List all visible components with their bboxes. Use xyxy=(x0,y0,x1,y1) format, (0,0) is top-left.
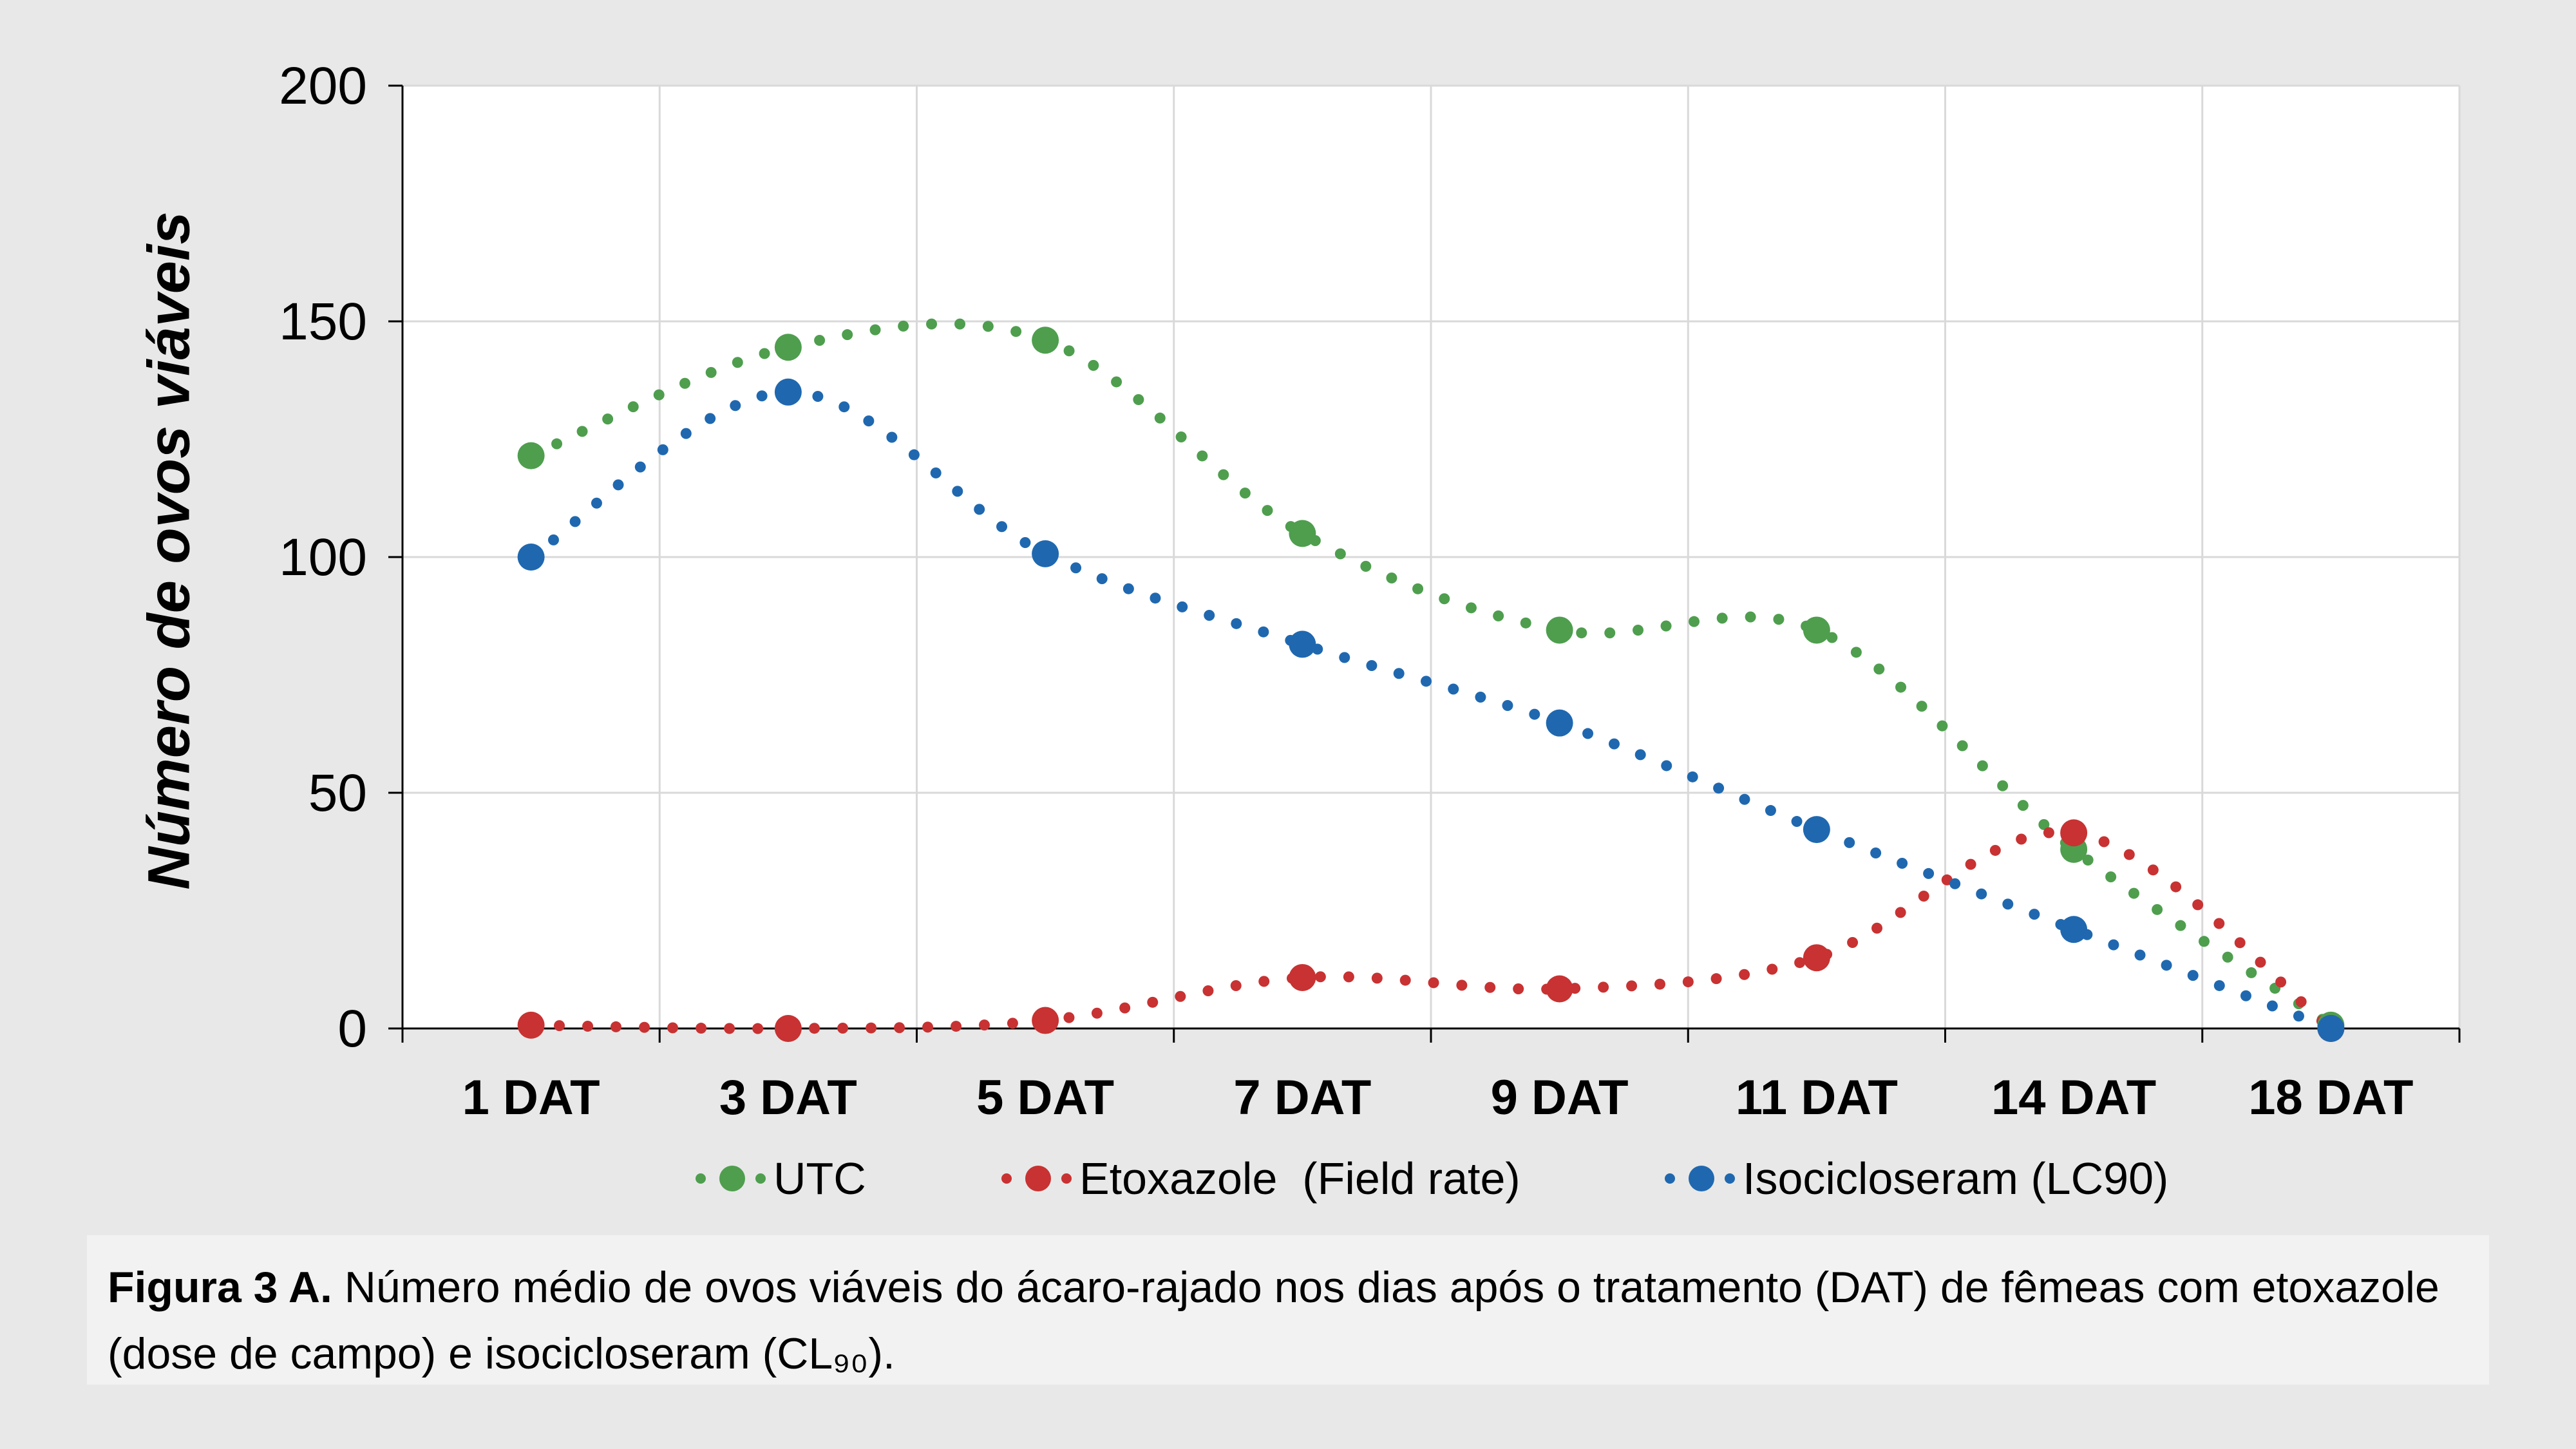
data-point xyxy=(774,1015,802,1042)
y-tick-label: 100 xyxy=(279,528,367,587)
series-line-2 xyxy=(526,386,2336,1034)
figure-caption: Figura 3 A. Número médio de ovos viáveis… xyxy=(87,1235,2489,1385)
data-point xyxy=(1803,816,1830,844)
x-tick-label: 3 DAT xyxy=(719,1070,857,1125)
data-point xyxy=(774,378,802,406)
data-point xyxy=(517,442,545,469)
x-tick-label: 7 DAT xyxy=(1233,1070,1371,1125)
x-tick-label: 18 DAT xyxy=(2248,1070,2413,1125)
data-point xyxy=(2060,916,2088,943)
series-line-0 xyxy=(526,318,2336,1031)
legend-label: Isocicloseram (LC90) xyxy=(1743,1153,2169,1204)
x-tick-label: 5 DAT xyxy=(976,1070,1114,1125)
series-line-1 xyxy=(526,826,2336,1034)
legend-marker-icon xyxy=(1662,1156,1739,1201)
caption-label: Figura 3 A. xyxy=(108,1263,332,1312)
data-point xyxy=(517,544,545,571)
x-tick-label: 1 DAT xyxy=(462,1070,600,1125)
legend: UTC Etoxazole (Field rate) Isocicloseram (… xyxy=(0,1153,2576,1204)
data-point xyxy=(1546,616,1573,644)
data-point xyxy=(1289,520,1316,547)
caption-text: Número médio de ovos viáveis do ácaro-ra… xyxy=(108,1263,2439,1378)
y-tick-label: 150 xyxy=(279,292,367,351)
line-chart: 0 50 100 150 200 1 DAT 3 DAT 5 DAT 7 DAT 9 DAT 11 … xyxy=(279,57,2461,1125)
data-point xyxy=(1803,944,1830,972)
data-point xyxy=(2317,1015,2345,1042)
x-tick-label: 11 DAT xyxy=(1736,1070,1898,1125)
data-point xyxy=(1289,963,1316,991)
data-point xyxy=(2060,819,2088,847)
legend-label: UTC xyxy=(773,1153,866,1204)
y-tick-label: 200 xyxy=(279,57,367,115)
data-point xyxy=(1032,540,1059,567)
legend-label: Etoxazole (Field rate) xyxy=(1079,1153,1520,1204)
y-tick-label: 50 xyxy=(308,764,367,822)
legend-marker-icon xyxy=(998,1156,1075,1201)
data-point xyxy=(1546,709,1573,737)
legend-item: UTC xyxy=(692,1153,866,1204)
data-point xyxy=(774,334,802,361)
data-point xyxy=(1289,630,1316,658)
data-point xyxy=(1546,975,1573,1003)
x-tick-label: 14 DAT xyxy=(1991,1070,2156,1125)
legend-item: Etoxazole (Field rate) xyxy=(998,1153,1520,1204)
y-tick-label: 0 xyxy=(337,999,367,1058)
legend-marker-icon xyxy=(692,1156,770,1201)
x-tick-label: 9 DAT xyxy=(1491,1070,1629,1125)
data-point xyxy=(517,1011,545,1039)
y-axis-title: Número de ovos viáveis xyxy=(136,211,202,890)
data-point xyxy=(1032,1007,1059,1034)
legend-item: Isocicloseram (LC90) xyxy=(1662,1153,2168,1204)
data-point xyxy=(1803,616,1830,644)
data-point xyxy=(1032,327,1059,354)
